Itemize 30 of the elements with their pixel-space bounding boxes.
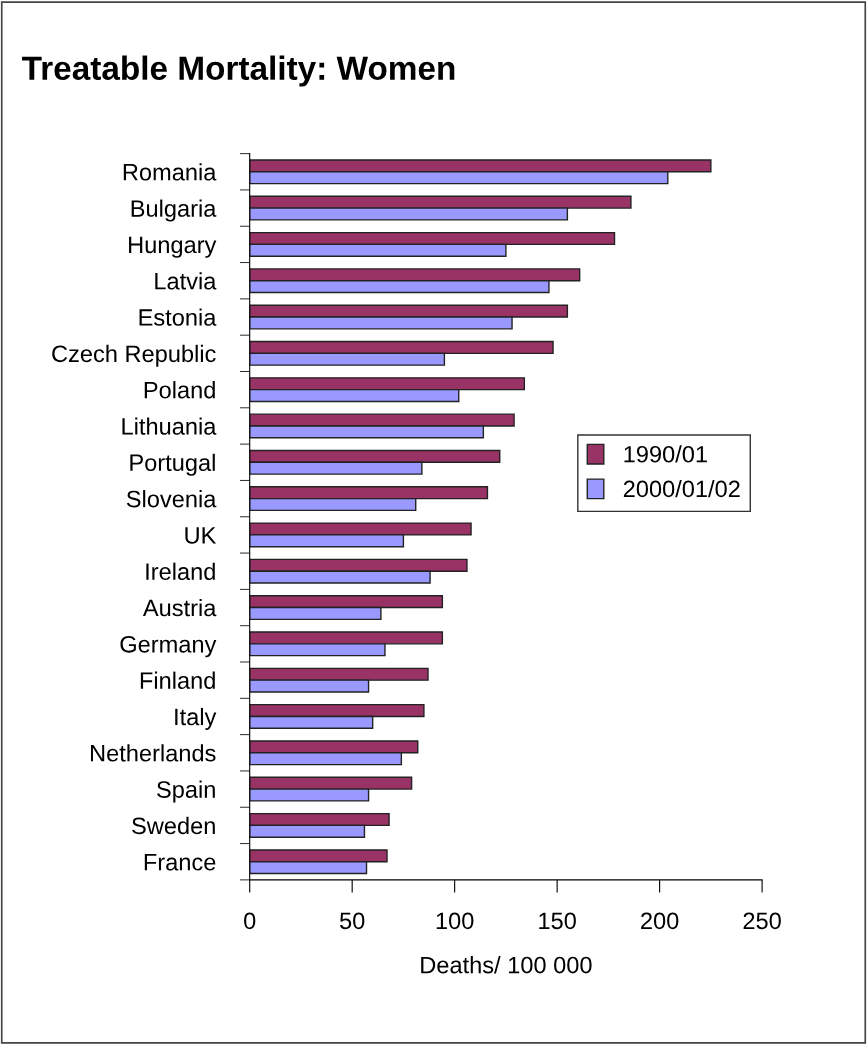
y-tick-label: UK <box>185 527 217 544</box>
y-tick-label: Bulgaria <box>131 199 217 222</box>
y-tick-label: Poland <box>144 381 215 399</box>
y-tick-label: France <box>144 854 216 871</box>
legend-label: 2000/01/02 <box>623 479 740 498</box>
y-tick-label: Slovenia <box>126 490 217 508</box>
y-tick-label: Austria <box>142 598 217 617</box>
y-tick-label: Lithuania <box>122 417 217 435</box>
x-tick-label: 150 <box>539 912 576 930</box>
x-tick-label: 250 <box>743 912 781 930</box>
y-tick-label: Estonia <box>139 308 217 326</box>
y-tick-label: Spain <box>157 780 215 803</box>
y-tick-label: Romania <box>123 163 217 181</box>
y-tick-label: Ireland <box>146 562 215 581</box>
y-tick-label: Italy <box>175 707 217 730</box>
x-tick-label: 50 <box>339 912 365 930</box>
legend-label: 1990/01 <box>624 445 707 463</box>
y-tick-label: Latvia <box>155 272 217 290</box>
x-tick-label: 0 <box>244 912 256 930</box>
y-tick-label: Portugal <box>130 453 215 476</box>
chart-title: Treatable Mortality: Women <box>22 55 455 87</box>
y-tick-label: Hungary <box>129 236 217 258</box>
x-axis-title: Deaths/ 100 000 <box>421 956 592 974</box>
y-tick-label: Sweden <box>132 816 215 835</box>
x-tick-label: 200 <box>641 912 679 930</box>
y-tick-label: Netherlands <box>91 744 216 762</box>
y-tick-label: Czech Republic <box>52 344 216 367</box>
y-tick-label: Germany <box>120 635 217 658</box>
x-tick-label: 100 <box>436 912 474 930</box>
y-tick-label: Finland <box>140 671 215 689</box>
